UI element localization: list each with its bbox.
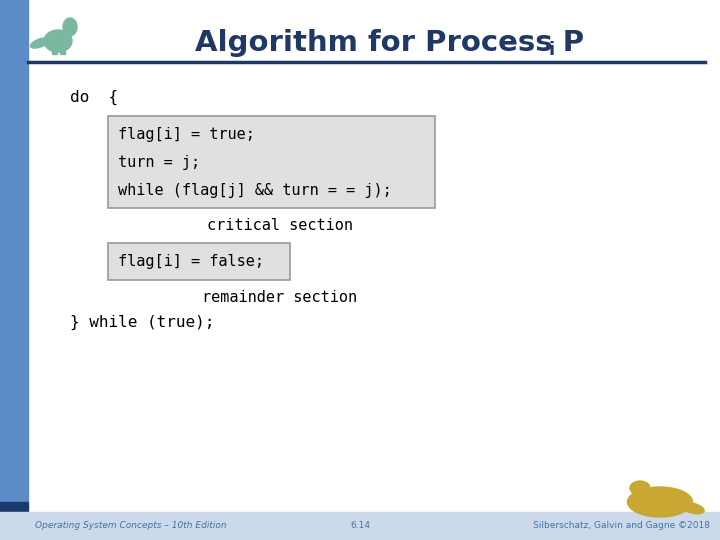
Ellipse shape <box>63 18 77 36</box>
Text: turn = j;: turn = j; <box>118 154 200 170</box>
Text: remainder section: remainder section <box>202 289 358 305</box>
Bar <box>0 512 720 540</box>
Ellipse shape <box>628 487 693 517</box>
Bar <box>0 0 28 502</box>
Ellipse shape <box>30 38 50 48</box>
Ellipse shape <box>630 481 650 495</box>
Bar <box>60 42 65 54</box>
Text: while (flag[j] && turn = = j);: while (flag[j] && turn = = j); <box>118 183 392 198</box>
Text: Operating System Concepts – 10th Edition: Operating System Concepts – 10th Edition <box>35 522 227 530</box>
Text: i: i <box>549 41 555 59</box>
Ellipse shape <box>44 30 72 52</box>
FancyBboxPatch shape <box>108 243 290 280</box>
Text: critical section: critical section <box>207 218 353 233</box>
Text: flag[i] = true;: flag[i] = true; <box>118 126 255 141</box>
Text: } while (true);: } while (true); <box>70 314 215 329</box>
FancyBboxPatch shape <box>108 116 435 208</box>
Text: Algorithm for Process P: Algorithm for Process P <box>195 29 585 57</box>
Bar <box>52 42 57 54</box>
Text: do  {: do { <box>70 90 118 105</box>
Bar <box>0 502 28 540</box>
Text: 6.14: 6.14 <box>350 522 370 530</box>
Ellipse shape <box>680 502 704 514</box>
Text: Silberschatz, Galvin and Gagne ©2018: Silberschatz, Galvin and Gagne ©2018 <box>533 522 710 530</box>
Text: flag[i] = false;: flag[i] = false; <box>118 254 264 269</box>
